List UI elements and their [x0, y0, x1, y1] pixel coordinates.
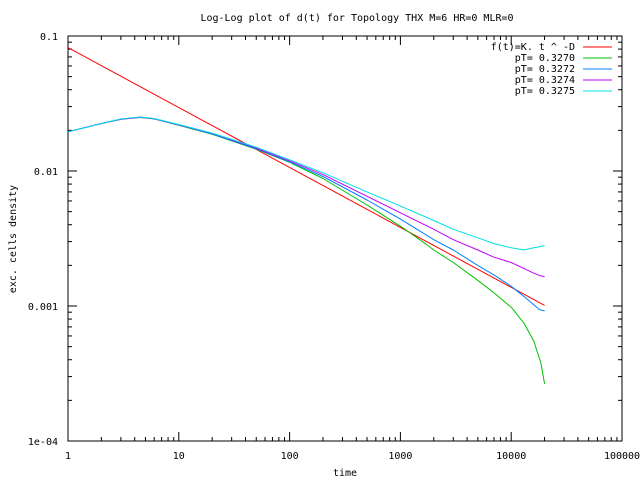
legend-label: pT= 0.3275 [515, 86, 575, 97]
x-tick-label: 1000 [388, 451, 412, 462]
series-line-4 [67, 116, 545, 251]
legend-label: f(t)=K. t ^ -D [491, 42, 575, 53]
x-axis-label: time [333, 468, 357, 479]
axis-tick-labels: 1 10 100 1000 10000 100000 1e-04 0.001 0.01 0.1 [28, 32, 640, 462]
series-line-2 [67, 116, 545, 312]
series-line-0 [67, 47, 545, 306]
legend-label: pT= 0.3274 [515, 75, 575, 86]
legend-label: pT= 0.3272 [515, 64, 575, 75]
y-tick-label: 0.01 [34, 167, 58, 178]
x-tick-label: 10000 [496, 451, 526, 462]
y-axis-label: exc. cells density [8, 185, 19, 293]
y-tick-label: 0.1 [40, 32, 58, 43]
x-tick-label: 100 [281, 451, 299, 462]
y-tick-label: 1e-04 [28, 437, 58, 448]
x-tick-label: 100000 [604, 451, 640, 462]
series-layer [67, 47, 546, 384]
x-tick-label: 10 [173, 451, 185, 462]
series-line-1 [67, 117, 546, 384]
x-tick-label: 1 [65, 451, 71, 462]
axis-ticks [67, 35, 623, 442]
legend-label: pT= 0.3270 [515, 53, 575, 64]
chart-title: Log-Log plot of d(t) for Topology THX M=… [200, 13, 513, 24]
plot-frame [67, 35, 623, 442]
y-tick-label: 0.001 [28, 302, 58, 313]
series-line-3 [67, 116, 545, 278]
